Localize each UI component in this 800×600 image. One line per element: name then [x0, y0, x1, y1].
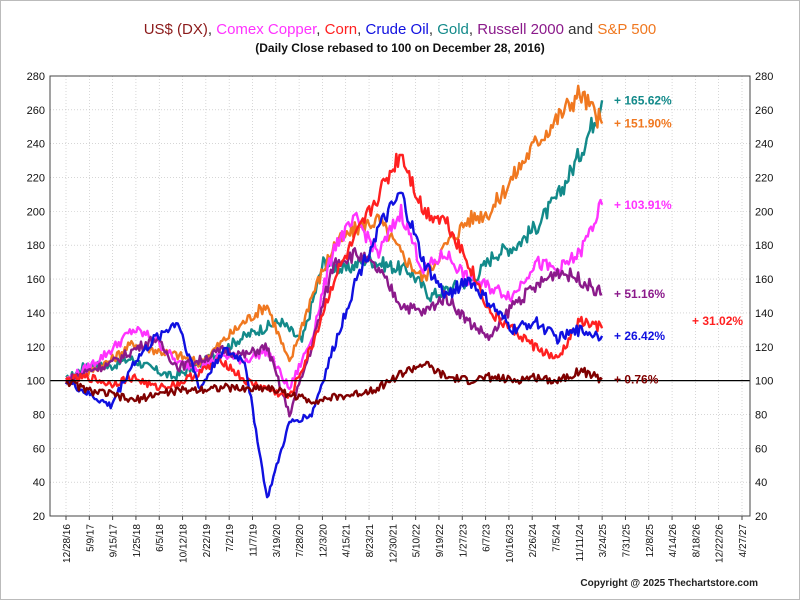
x-tick-label: 2/22/19	[202, 524, 213, 558]
x-tick-label: 4/15/21	[342, 524, 353, 558]
y-tick-label-right: 220	[755, 173, 773, 185]
series-end-label: + 51.16%	[614, 287, 665, 301]
x-tick-label: 11/7/19	[248, 524, 259, 557]
chart-title-part: and	[564, 21, 597, 38]
series-line	[65, 100, 604, 384]
y-tick-label-left: 20	[33, 511, 45, 523]
chart-title-part: Corn	[325, 21, 358, 38]
x-tick-label: 9/19/22	[435, 524, 446, 558]
plot-frame	[49, 75, 751, 517]
chart-title-part: Comex Copper	[216, 21, 317, 38]
y-tick-label-right: 260	[755, 105, 773, 117]
chart-title-part: ,	[208, 21, 216, 38]
y-tick-label-right: 60	[755, 443, 767, 455]
chart-title-part: ,	[316, 21, 324, 38]
y-tick-label-right: 120	[755, 342, 773, 354]
series-line	[65, 360, 603, 405]
x-tick-label: 7/5/24	[552, 524, 563, 552]
y-tick-label-right: 20	[755, 511, 767, 523]
chart-title-part: ,	[357, 21, 365, 38]
y-tick-label-left: 180	[27, 240, 45, 252]
x-tick-label: 1/25/18	[132, 524, 143, 558]
y-tick-label-left: 280	[27, 71, 45, 83]
chart-subtitle: (Daily Close rebased to 100 on December …	[255, 41, 544, 55]
copyright-text: Copyright @ 2025 Thechartstore.com	[580, 578, 758, 589]
y-tick-label-left: 260	[27, 105, 45, 117]
x-tick-label: 1/27/23	[458, 524, 469, 558]
x-tick-label: 12/22/26	[715, 524, 726, 563]
series-line	[65, 152, 604, 399]
x-tick-label: 11/11/24	[575, 524, 586, 562]
y-tick-label-right: 80	[755, 409, 767, 421]
chart-title-part: S&P 500	[597, 21, 656, 38]
series-end-label: + 151.90%	[614, 117, 672, 131]
x-tick-label: 7/31/25	[621, 524, 632, 558]
y-tick-label-left: 140	[27, 308, 45, 320]
series-end-label: + 103.91%	[614, 198, 672, 212]
series-end-label: + 31.02%	[692, 314, 743, 328]
x-tick-label: 7/2/19	[225, 524, 236, 552]
y-tick-label-left: 100	[27, 376, 45, 388]
x-tick-label: 8/18/26	[691, 524, 702, 558]
series-end-label: + 165.62%	[614, 93, 672, 107]
y-tick-label-left: 40	[33, 477, 45, 489]
x-tick-label: 6/7/23	[482, 524, 493, 552]
x-tick-label: 4/14/26	[668, 524, 679, 558]
series-group	[64, 84, 604, 499]
y-tick-label-right: 40	[755, 477, 767, 489]
series-end-label: + 0.76%	[614, 372, 659, 386]
x-tick-label: 4/27/27	[738, 524, 749, 558]
x-tick-label: 6/5/18	[155, 524, 166, 552]
x-tick-label: 2/26/24	[528, 524, 539, 558]
chart-title-part: US$ (DX)	[144, 21, 208, 38]
y-tick-label-left: 240	[27, 139, 45, 151]
y-tick-label-left: 200	[27, 206, 45, 218]
x-tick-label: 12/8/25	[645, 524, 656, 558]
x-tick-label: 12/28/16	[62, 524, 73, 563]
end-labels: + 165.62% + 151.90% + 103.91% + 51.16% + 31.…	[614, 93, 743, 386]
x-tick-label: 9/15/17	[109, 524, 120, 558]
y-tick-label-right: 140	[755, 308, 773, 320]
series-line	[64, 84, 604, 385]
y-tick-label-right: 240	[755, 139, 773, 151]
y-tick-label-right: 160	[755, 274, 773, 286]
y-tick-label-right: 100	[755, 376, 773, 388]
y-tick-label-left: 160	[27, 274, 45, 286]
axes: 20 20 40 40 60 60 80 80 100 100 120 120 140 140 160 160…	[27, 71, 774, 563]
x-tick-label: 5/9/17	[85, 524, 96, 552]
x-tick-label: 5/10/22	[412, 524, 423, 558]
x-tick-label: 12/3/20	[318, 524, 329, 558]
x-tick-label: 8/23/21	[365, 524, 376, 558]
x-tick-label: 3/19/20	[272, 524, 283, 558]
series-line	[65, 247, 603, 418]
x-tick-label: 12/30/21	[388, 524, 399, 563]
chart-title-part: Russell 2000	[477, 21, 564, 38]
y-tick-label-left: 80	[33, 409, 45, 421]
x-tick-label: 3/24/25	[598, 524, 609, 558]
x-tick-label: 10/12/18	[179, 524, 190, 563]
y-tick-label-right: 280	[755, 71, 773, 83]
y-tick-label-right: 200	[755, 206, 773, 218]
chart-title-part: ,	[469, 21, 477, 38]
x-tick-label: 7/28/20	[295, 524, 306, 558]
y-tick-label-left: 120	[27, 342, 45, 354]
chart-title-part: ,	[429, 21, 437, 38]
y-tick-label-left: 60	[33, 443, 45, 455]
x-tick-label: 10/16/23	[505, 524, 516, 563]
series-line	[64, 191, 604, 499]
y-tick-label-left: 220	[27, 173, 45, 185]
y-tick-label-right: 180	[755, 240, 773, 252]
chart-title-part: Gold	[437, 21, 469, 38]
series-end-label: + 26.42%	[614, 329, 665, 343]
chart-title: US$ (DX), Comex Copper, Corn, Crude Oil,…	[144, 21, 657, 38]
chart-title-part: Crude Oil	[366, 21, 429, 38]
